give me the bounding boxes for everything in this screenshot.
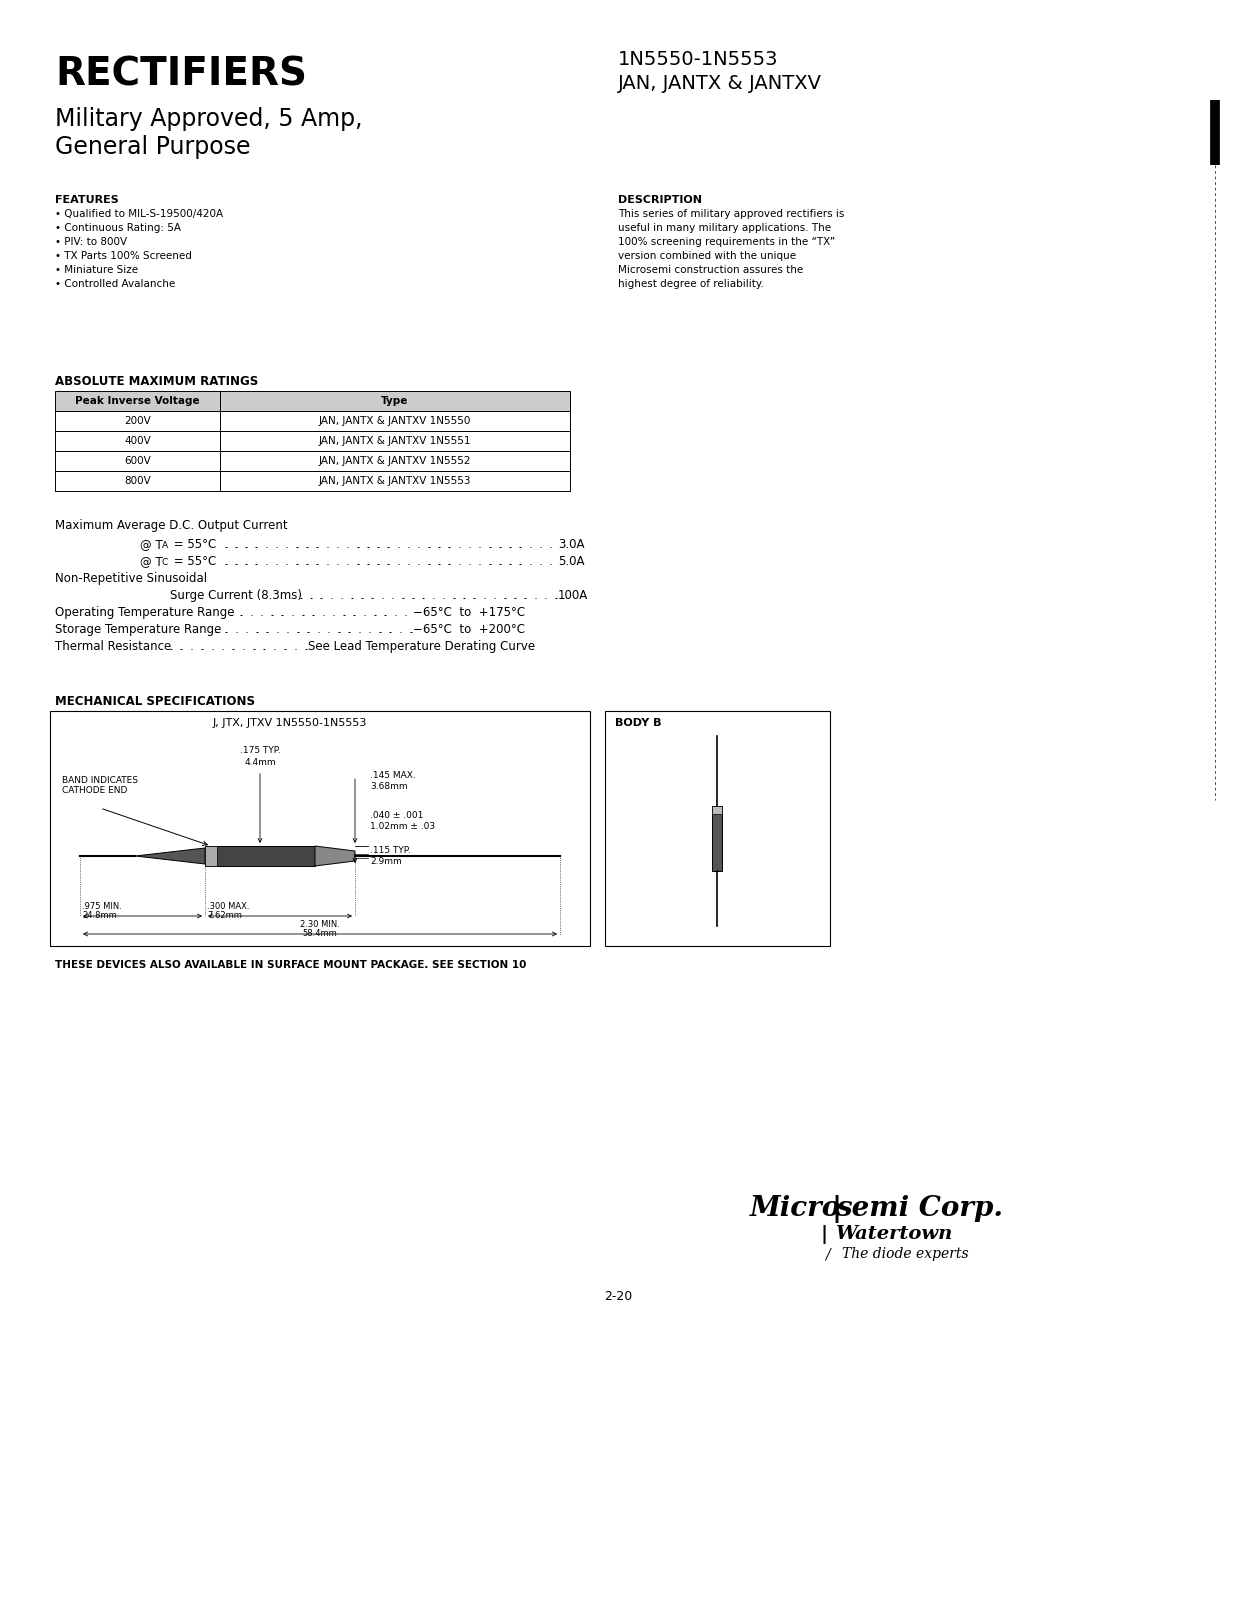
Text: Peak Inverse Voltage: Peak Inverse Voltage	[75, 395, 200, 406]
Text: 800V: 800V	[124, 477, 151, 486]
Text: |: |	[831, 1195, 841, 1222]
Text: DESCRIPTION: DESCRIPTION	[618, 195, 703, 205]
Text: semi Corp.: semi Corp.	[836, 1195, 1003, 1222]
Text: −65°C  to  +175°C: −65°C to +175°C	[413, 606, 526, 619]
Text: 2.30 MIN.: 2.30 MIN.	[301, 920, 340, 930]
Text: @ T: @ T	[140, 538, 163, 550]
Text: Surge Current (8.3ms): Surge Current (8.3ms)	[169, 589, 302, 602]
Bar	[605, 710, 830, 946]
Text: Operating Temperature Range: Operating Temperature Range	[54, 606, 235, 619]
Bar	[713, 806, 722, 870]
Text: JAN, JANTX & JANTXV 1N5550: JAN, JANTX & JANTXV 1N5550	[319, 416, 471, 426]
Text: BAND INDICATES
CATHODE END: BAND INDICATES CATHODE END	[62, 776, 139, 795]
Text: Type: Type	[381, 395, 408, 406]
Bar	[54, 390, 570, 411]
Text: 400V: 400V	[124, 435, 151, 446]
Bar	[205, 846, 216, 866]
Text: 1.02mm ± .03: 1.02mm ± .03	[370, 822, 435, 830]
Text: Microsemi construction assures the: Microsemi construction assures the	[618, 266, 803, 275]
Text: The diode experts: The diode experts	[842, 1246, 969, 1261]
Text: 600V: 600V	[124, 456, 151, 466]
Text: .300 MAX.: .300 MAX.	[207, 902, 250, 910]
Text: .175 TYP.: .175 TYP.	[240, 746, 281, 755]
Text: • Qualified to MIL-S-19500/420A: • Qualified to MIL-S-19500/420A	[54, 210, 223, 219]
Text: −65°C  to  +200°C: −65°C to +200°C	[413, 622, 524, 635]
Text: 24.8mm: 24.8mm	[82, 910, 116, 920]
Text: Watertown: Watertown	[835, 1226, 952, 1243]
Text: • PIV: to 800V: • PIV: to 800V	[54, 237, 127, 246]
Text: Maximum Average D.C. Output Current: Maximum Average D.C. Output Current	[54, 518, 288, 531]
Text: A: A	[162, 541, 168, 550]
Text: • TX Parts 100% Screened: • TX Parts 100% Screened	[54, 251, 192, 261]
Text: .115 TYP.: .115 TYP.	[370, 846, 411, 854]
Text: C: C	[162, 558, 168, 566]
Text: • Miniature Size: • Miniature Size	[54, 266, 139, 275]
Text: General Purpose: General Purpose	[54, 134, 251, 158]
Text: MECHANICAL SPECIFICATIONS: MECHANICAL SPECIFICATIONS	[54, 694, 255, 707]
Text: |: |	[820, 1226, 828, 1245]
Text: This series of military approved rectifiers is: This series of military approved rectifi…	[618, 210, 845, 219]
Text: 2.9mm: 2.9mm	[370, 858, 402, 866]
Text: 3.0A: 3.0A	[558, 538, 585, 550]
Text: JAN, JANTX & JANTXV: JAN, JANTX & JANTXV	[618, 74, 823, 93]
Text: .040 ± .001: .040 ± .001	[370, 811, 423, 819]
Bar	[205, 846, 315, 866]
Bar	[49, 710, 590, 946]
Text: • Continuous Rating: 5A: • Continuous Rating: 5A	[54, 222, 181, 234]
Text: Thermal Resistance: Thermal Resistance	[54, 640, 171, 653]
Bar	[713, 806, 722, 814]
Bar	[54, 451, 570, 470]
Text: = 55°C: = 55°C	[169, 538, 216, 550]
Text: 3.68mm: 3.68mm	[370, 782, 408, 790]
Text: 58.4mm: 58.4mm	[303, 930, 338, 938]
Text: highest degree of reliability.: highest degree of reliability.	[618, 278, 764, 290]
Text: ABSOLUTE MAXIMUM RATINGS: ABSOLUTE MAXIMUM RATINGS	[54, 374, 259, 387]
Text: 100% screening requirements in the “TX”: 100% screening requirements in the “TX”	[618, 237, 835, 246]
Text: THESE DEVICES ALSO AVAILABLE IN SURFACE MOUNT PACKAGE. SEE SECTION 10: THESE DEVICES ALSO AVAILABLE IN SURFACE …	[54, 960, 527, 970]
Text: /: /	[825, 1246, 830, 1261]
Text: JAN, JANTX & JANTXV 1N5553: JAN, JANTX & JANTXV 1N5553	[319, 477, 471, 486]
Text: Micro: Micro	[750, 1195, 841, 1222]
Text: @ T: @ T	[140, 555, 163, 568]
Text: 1N5550-1N5553: 1N5550-1N5553	[618, 50, 778, 69]
Bar	[54, 411, 570, 430]
Text: useful in many military applications. The: useful in many military applications. Th…	[618, 222, 831, 234]
Text: 200V: 200V	[124, 416, 151, 426]
Text: .975 MIN.: .975 MIN.	[82, 902, 122, 910]
Text: BODY B: BODY B	[615, 718, 662, 728]
Text: = 55°C: = 55°C	[169, 555, 216, 568]
Text: 7.62mm: 7.62mm	[207, 910, 242, 920]
Polygon shape	[135, 848, 205, 864]
Text: J, JTX, JTXV 1N5550-1N5553: J, JTX, JTXV 1N5550-1N5553	[213, 718, 367, 728]
Text: • Controlled Avalanche: • Controlled Avalanche	[54, 278, 176, 290]
Text: .145 MAX.: .145 MAX.	[370, 771, 416, 781]
Text: Non-Repetitive Sinusoidal: Non-Repetitive Sinusoidal	[54, 573, 207, 586]
Text: JAN, JANTX & JANTXV 1N5552: JAN, JANTX & JANTXV 1N5552	[319, 456, 471, 466]
Text: JAN, JANTX & JANTXV 1N5551: JAN, JANTX & JANTXV 1N5551	[319, 435, 471, 446]
Polygon shape	[315, 846, 355, 866]
Text: 2-20: 2-20	[605, 1290, 632, 1302]
Text: 5.0A: 5.0A	[558, 555, 585, 568]
Bar	[54, 430, 570, 451]
Text: RECTIFIERS: RECTIFIERS	[54, 54, 307, 93]
Text: Military Approved, 5 Amp,: Military Approved, 5 Amp,	[54, 107, 362, 131]
Text: version combined with the unique: version combined with the unique	[618, 251, 797, 261]
Text: See Lead Temperature Derating Curve: See Lead Temperature Derating Curve	[308, 640, 536, 653]
Text: 100A: 100A	[558, 589, 589, 602]
Text: Storage Temperature Range: Storage Temperature Range	[54, 622, 221, 635]
Text: FEATURES: FEATURES	[54, 195, 119, 205]
Bar	[54, 470, 570, 491]
Text: 4.4mm: 4.4mm	[244, 758, 276, 766]
